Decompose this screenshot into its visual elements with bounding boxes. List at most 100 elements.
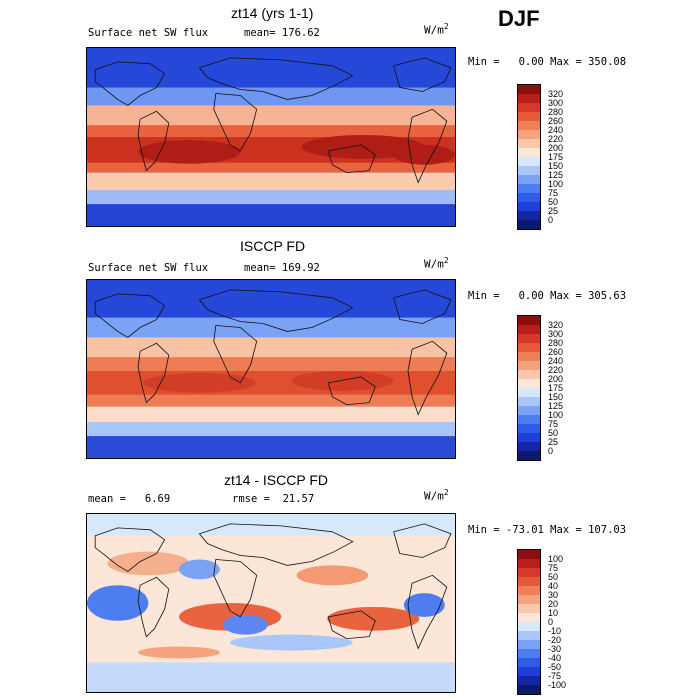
units-label: W/m2 — [424, 488, 449, 503]
minmax-label: Min = 0.00 Max = 305.63 — [468, 290, 627, 302]
colorbar-tick-label: 25 — [548, 437, 559, 447]
colorbar-swatch — [518, 676, 540, 685]
colorbar-swatch — [518, 397, 540, 406]
colorbar-swatch — [518, 325, 540, 334]
colorbar-swatch — [518, 415, 540, 424]
mean-label: mean= 176.62 — [244, 27, 320, 39]
colorbar-tick-label: 280 — [548, 107, 564, 117]
colorbar-tick-label: 30 — [548, 590, 559, 600]
colorbar-tick-label: 320 — [548, 89, 564, 99]
colorbar-tick-label: -50 — [548, 662, 562, 672]
colorbar-tick-label: 220 — [548, 365, 564, 375]
colorbar-swatch — [518, 388, 540, 397]
colorbar-tick-label: 25 — [548, 206, 559, 216]
flux-map — [86, 279, 456, 459]
colorbar-tick-label: 175 — [548, 383, 564, 393]
colorbar-tick-label: 320 — [548, 320, 564, 330]
colorbar-tick-label: 150 — [548, 161, 564, 171]
colorbar-swatch — [518, 568, 540, 577]
colorbar-tick-label: 0 — [548, 617, 554, 627]
colorbar-swatch — [518, 361, 540, 370]
colorbar-swatch — [518, 631, 540, 640]
colorbar-tick-label: -75 — [548, 671, 562, 681]
colorbar-tick-label: 75 — [548, 188, 559, 198]
colorbar-tick-label: 0 — [548, 215, 554, 225]
colorbar-tick-label: 40 — [548, 581, 559, 591]
colorbar-swatch — [518, 334, 540, 343]
colorbar-tick-label: 75 — [548, 419, 559, 429]
colorbar — [517, 315, 541, 461]
colorbar-tick-label: 50 — [548, 197, 559, 207]
colorbar-swatch — [518, 433, 540, 442]
colorbar-swatch — [518, 103, 540, 112]
difference-map — [86, 513, 456, 693]
variable-label: Surface net SW flux — [88, 27, 209, 39]
minmax-label: Min = -73.01 Max = 107.03 — [468, 524, 627, 536]
colorbar-swatch — [518, 193, 540, 202]
colorbar-swatch — [518, 166, 540, 175]
colorbar-tick-label: 175 — [548, 152, 564, 162]
colorbar-tick-label: -10 — [548, 626, 562, 636]
colorbar-tick-label: 200 — [548, 374, 564, 384]
mean-label: mean= 169.92 — [244, 262, 320, 274]
colorbar-swatch — [518, 424, 540, 433]
colorbar-swatch — [518, 148, 540, 157]
colorbar-swatch — [518, 379, 540, 388]
panel-title: zt14 - ISCCP FD — [224, 472, 328, 488]
panel-title: ISCCP FD — [240, 238, 306, 254]
colorbar-swatch — [518, 640, 540, 649]
colorbar-tick-label: 125 — [548, 401, 564, 411]
colorbar-tick-label: 20 — [548, 599, 559, 609]
colorbar-swatch — [518, 352, 540, 361]
colorbar-tick-label: 50 — [548, 572, 559, 582]
colorbar-tick-label: 100 — [548, 179, 564, 189]
colorbar-tick-label: -40 — [548, 653, 562, 663]
colorbar-tick-label: 200 — [548, 143, 564, 153]
colorbar-tick-label: 100 — [548, 410, 564, 420]
colorbar-swatch — [518, 220, 540, 229]
colorbar-swatch — [518, 613, 540, 622]
panel-title: zt14 (yrs 1-1) — [231, 5, 314, 21]
colorbar-tick-label: -30 — [548, 644, 562, 654]
colorbar-swatch — [518, 139, 540, 148]
colorbar-swatch — [518, 442, 540, 451]
colorbar-tick-label: 260 — [548, 347, 564, 357]
mean-label: mean = 6.69 — [88, 493, 171, 505]
units-label: W/m2 — [424, 256, 449, 271]
colorbar-swatch — [518, 604, 540, 613]
colorbar-swatch — [518, 130, 540, 139]
colorbar-swatch — [518, 595, 540, 604]
colorbar-swatch — [518, 157, 540, 166]
rmse-label: rmse = 21.57 — [232, 493, 315, 505]
colorbar-swatch — [518, 121, 540, 130]
colorbar-swatch — [518, 94, 540, 103]
colorbar-swatch — [518, 175, 540, 184]
colorbar-tick-label: 125 — [548, 170, 564, 180]
colorbar-swatch — [518, 559, 540, 568]
colorbar-swatch — [518, 649, 540, 658]
colorbar-tick-label: -20 — [548, 635, 562, 645]
colorbar-tick-label: 0 — [548, 446, 554, 456]
colorbar-tick-label: 240 — [548, 356, 564, 366]
minmax-label: Min = 0.00 Max = 350.08 — [468, 56, 627, 68]
colorbar-swatch — [518, 85, 540, 94]
colorbar-tick-label: 150 — [548, 392, 564, 402]
colorbar-swatch — [518, 184, 540, 193]
colorbar-swatch — [518, 112, 540, 121]
colorbar-tick-label: 300 — [548, 329, 564, 339]
colorbar-swatch — [518, 622, 540, 631]
colorbar-swatch — [518, 370, 540, 379]
colorbar-tick-label: -100 — [548, 680, 567, 690]
variable-label: Surface net SW flux — [88, 262, 209, 274]
colorbar-swatch — [518, 202, 540, 211]
colorbar-swatch — [518, 316, 540, 325]
colorbar-swatch — [518, 577, 540, 586]
colorbar-swatch — [518, 406, 540, 415]
colorbar-tick-label: 240 — [548, 125, 564, 135]
units-label: W/m2 — [424, 22, 449, 37]
season-label: DJF — [498, 6, 540, 31]
colorbar-swatch — [518, 667, 540, 676]
colorbar-tick-label: 10 — [548, 608, 559, 618]
colorbar-swatch — [518, 586, 540, 595]
colorbar-tick-label: 260 — [548, 116, 564, 126]
